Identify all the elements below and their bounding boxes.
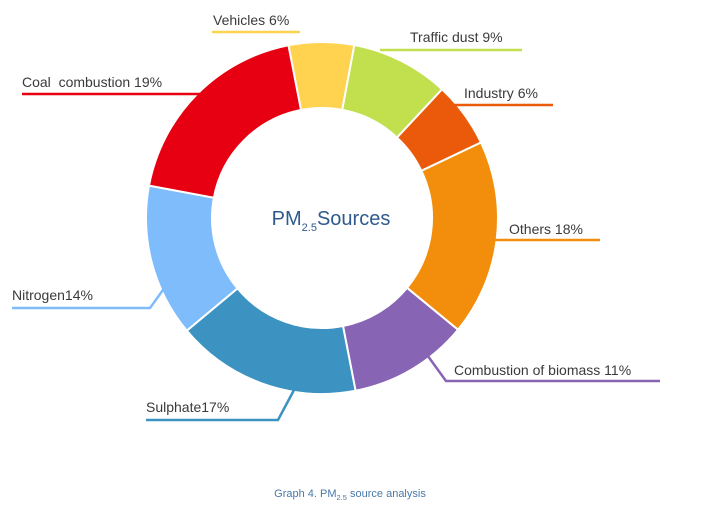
slice-label-8: Coal combustion 19% (22, 74, 162, 90)
leader-line-6 (146, 389, 296, 422)
slice-label-5: Combustion of biomass 11% (454, 362, 631, 378)
leader-line-7 (12, 282, 170, 310)
slice-label-6: Sulphate17% (146, 399, 229, 415)
chart-caption: Graph 4. PM2.5 source analysis (274, 488, 426, 502)
slice-label-7: Nitrogen14% (12, 287, 93, 303)
donut-slices (145, 41, 499, 395)
slice-labels: Vehicles 6% Traffic dust 9% Industry 6% Oth… (12, 12, 631, 415)
slice-label-4: Others 18% (509, 221, 583, 237)
leader-line-5 (423, 351, 660, 383)
chart-center-title: PM2.5Sources (272, 208, 391, 234)
slice-label-2: Traffic dust 9% (410, 29, 503, 45)
donut-slice-8 (147, 44, 303, 199)
slice-label-1: Vehicles 6% (213, 12, 289, 28)
slice-label-3: Industry 6% (464, 85, 538, 101)
leader-lines (12, 30, 660, 422)
